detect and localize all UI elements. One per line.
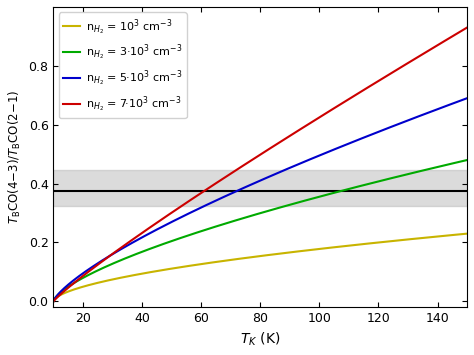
n$_{H_2}$ = 5·10$^3$ cm$^{-3}$ bbox=[249, 182, 255, 186]
n$_{H_2}$ = 3·10$^3$ cm$^{-3}$ bbox=[454, 160, 460, 164]
n$_{H_2}$ = 3·10$^3$ cm$^{-3}$ bbox=[390, 176, 395, 180]
Y-axis label: $T_{\rm B}$CO(4$-$3)/$T_{\rm B}$CO(2$-$1): $T_{\rm B}$CO(4$-$3)/$T_{\rm B}$CO(2$-$1… bbox=[7, 90, 23, 224]
n$_{H_2}$ = 5·10$^3$ cm$^{-3}$ bbox=[464, 96, 470, 100]
n$_{H_2}$ = 7·10$^3$ cm$^{-3}$ bbox=[454, 31, 460, 36]
n$_{H_2}$ = 5·10$^3$ cm$^{-3}$ bbox=[454, 100, 460, 104]
n$_{H_2}$ = 10$^3$ cm$^{-3}$ bbox=[247, 255, 253, 260]
Legend: n$_{H_2}$ = 10$^3$ cm$^{-3}$, n$_{H_2}$ = 3·10$^3$ cm$^{-3}$, n$_{H_2}$ = 5·10$^: n$_{H_2}$ = 10$^3$ cm$^{-3}$, n$_{H_2}$ … bbox=[59, 12, 187, 118]
n$_{H_2}$ = 7·10$^3$ cm$^{-3}$ bbox=[274, 142, 280, 146]
n$_{H_2}$ = 7·10$^3$ cm$^{-3}$ bbox=[464, 26, 470, 30]
n$_{H_2}$ = 3·10$^3$ cm$^{-3}$ bbox=[247, 214, 253, 218]
n$_{H_2}$ = 10$^3$ cm$^{-3}$ bbox=[274, 252, 280, 256]
n$_{H_2}$ = 5·10$^3$ cm$^{-3}$ bbox=[297, 162, 302, 166]
Line: n$_{H_2}$ = 5·10$^3$ cm$^{-3}$: n$_{H_2}$ = 5·10$^3$ cm$^{-3}$ bbox=[54, 98, 467, 301]
n$_{H_2}$ = 10$^3$ cm$^{-3}$ bbox=[51, 299, 56, 304]
n$_{H_2}$ = 5·10$^3$ cm$^{-3}$ bbox=[51, 299, 56, 304]
n$_{H_2}$ = 5·10$^3$ cm$^{-3}$ bbox=[247, 183, 253, 187]
n$_{H_2}$ = 10$^3$ cm$^{-3}$ bbox=[454, 233, 460, 237]
n$_{H_2}$ = 7·10$^3$ cm$^{-3}$ bbox=[297, 127, 302, 132]
Line: n$_{H_2}$ = 10$^3$ cm$^{-3}$: n$_{H_2}$ = 10$^3$ cm$^{-3}$ bbox=[54, 234, 467, 301]
n$_{H_2}$ = 3·10$^3$ cm$^{-3}$ bbox=[51, 299, 56, 304]
n$_{H_2}$ = 10$^3$ cm$^{-3}$ bbox=[297, 249, 302, 253]
n$_{H_2}$ = 3·10$^3$ cm$^{-3}$ bbox=[274, 206, 280, 211]
n$_{H_2}$ = 3·10$^3$ cm$^{-3}$ bbox=[249, 213, 255, 218]
n$_{H_2}$ = 7·10$^3$ cm$^{-3}$ bbox=[51, 299, 56, 304]
n$_{H_2}$ = 10$^3$ cm$^{-3}$ bbox=[390, 239, 395, 243]
n$_{H_2}$ = 7·10$^3$ cm$^{-3}$ bbox=[249, 158, 255, 162]
n$_{H_2}$ = 10$^3$ cm$^{-3}$ bbox=[464, 231, 470, 236]
n$_{H_2}$ = 5·10$^3$ cm$^{-3}$ bbox=[274, 171, 280, 175]
Line: n$_{H_2}$ = 3·10$^3$ cm$^{-3}$: n$_{H_2}$ = 3·10$^3$ cm$^{-3}$ bbox=[54, 160, 467, 301]
Bar bbox=[54, 170, 467, 206]
Line: n$_{H_2}$ = 7·10$^3$ cm$^{-3}$: n$_{H_2}$ = 7·10$^3$ cm$^{-3}$ bbox=[54, 28, 467, 301]
n$_{H_2}$ = 7·10$^3$ cm$^{-3}$ bbox=[247, 159, 253, 163]
n$_{H_2}$ = 5·10$^3$ cm$^{-3}$ bbox=[390, 124, 395, 129]
n$_{H_2}$ = 3·10$^3$ cm$^{-3}$ bbox=[297, 200, 302, 204]
n$_{H_2}$ = 7·10$^3$ cm$^{-3}$ bbox=[390, 70, 395, 75]
n$_{H_2}$ = 10$^3$ cm$^{-3}$ bbox=[249, 255, 255, 259]
X-axis label: $T_K$ (K): $T_K$ (K) bbox=[240, 331, 281, 348]
n$_{H_2}$ = 3·10$^3$ cm$^{-3}$ bbox=[464, 158, 470, 162]
